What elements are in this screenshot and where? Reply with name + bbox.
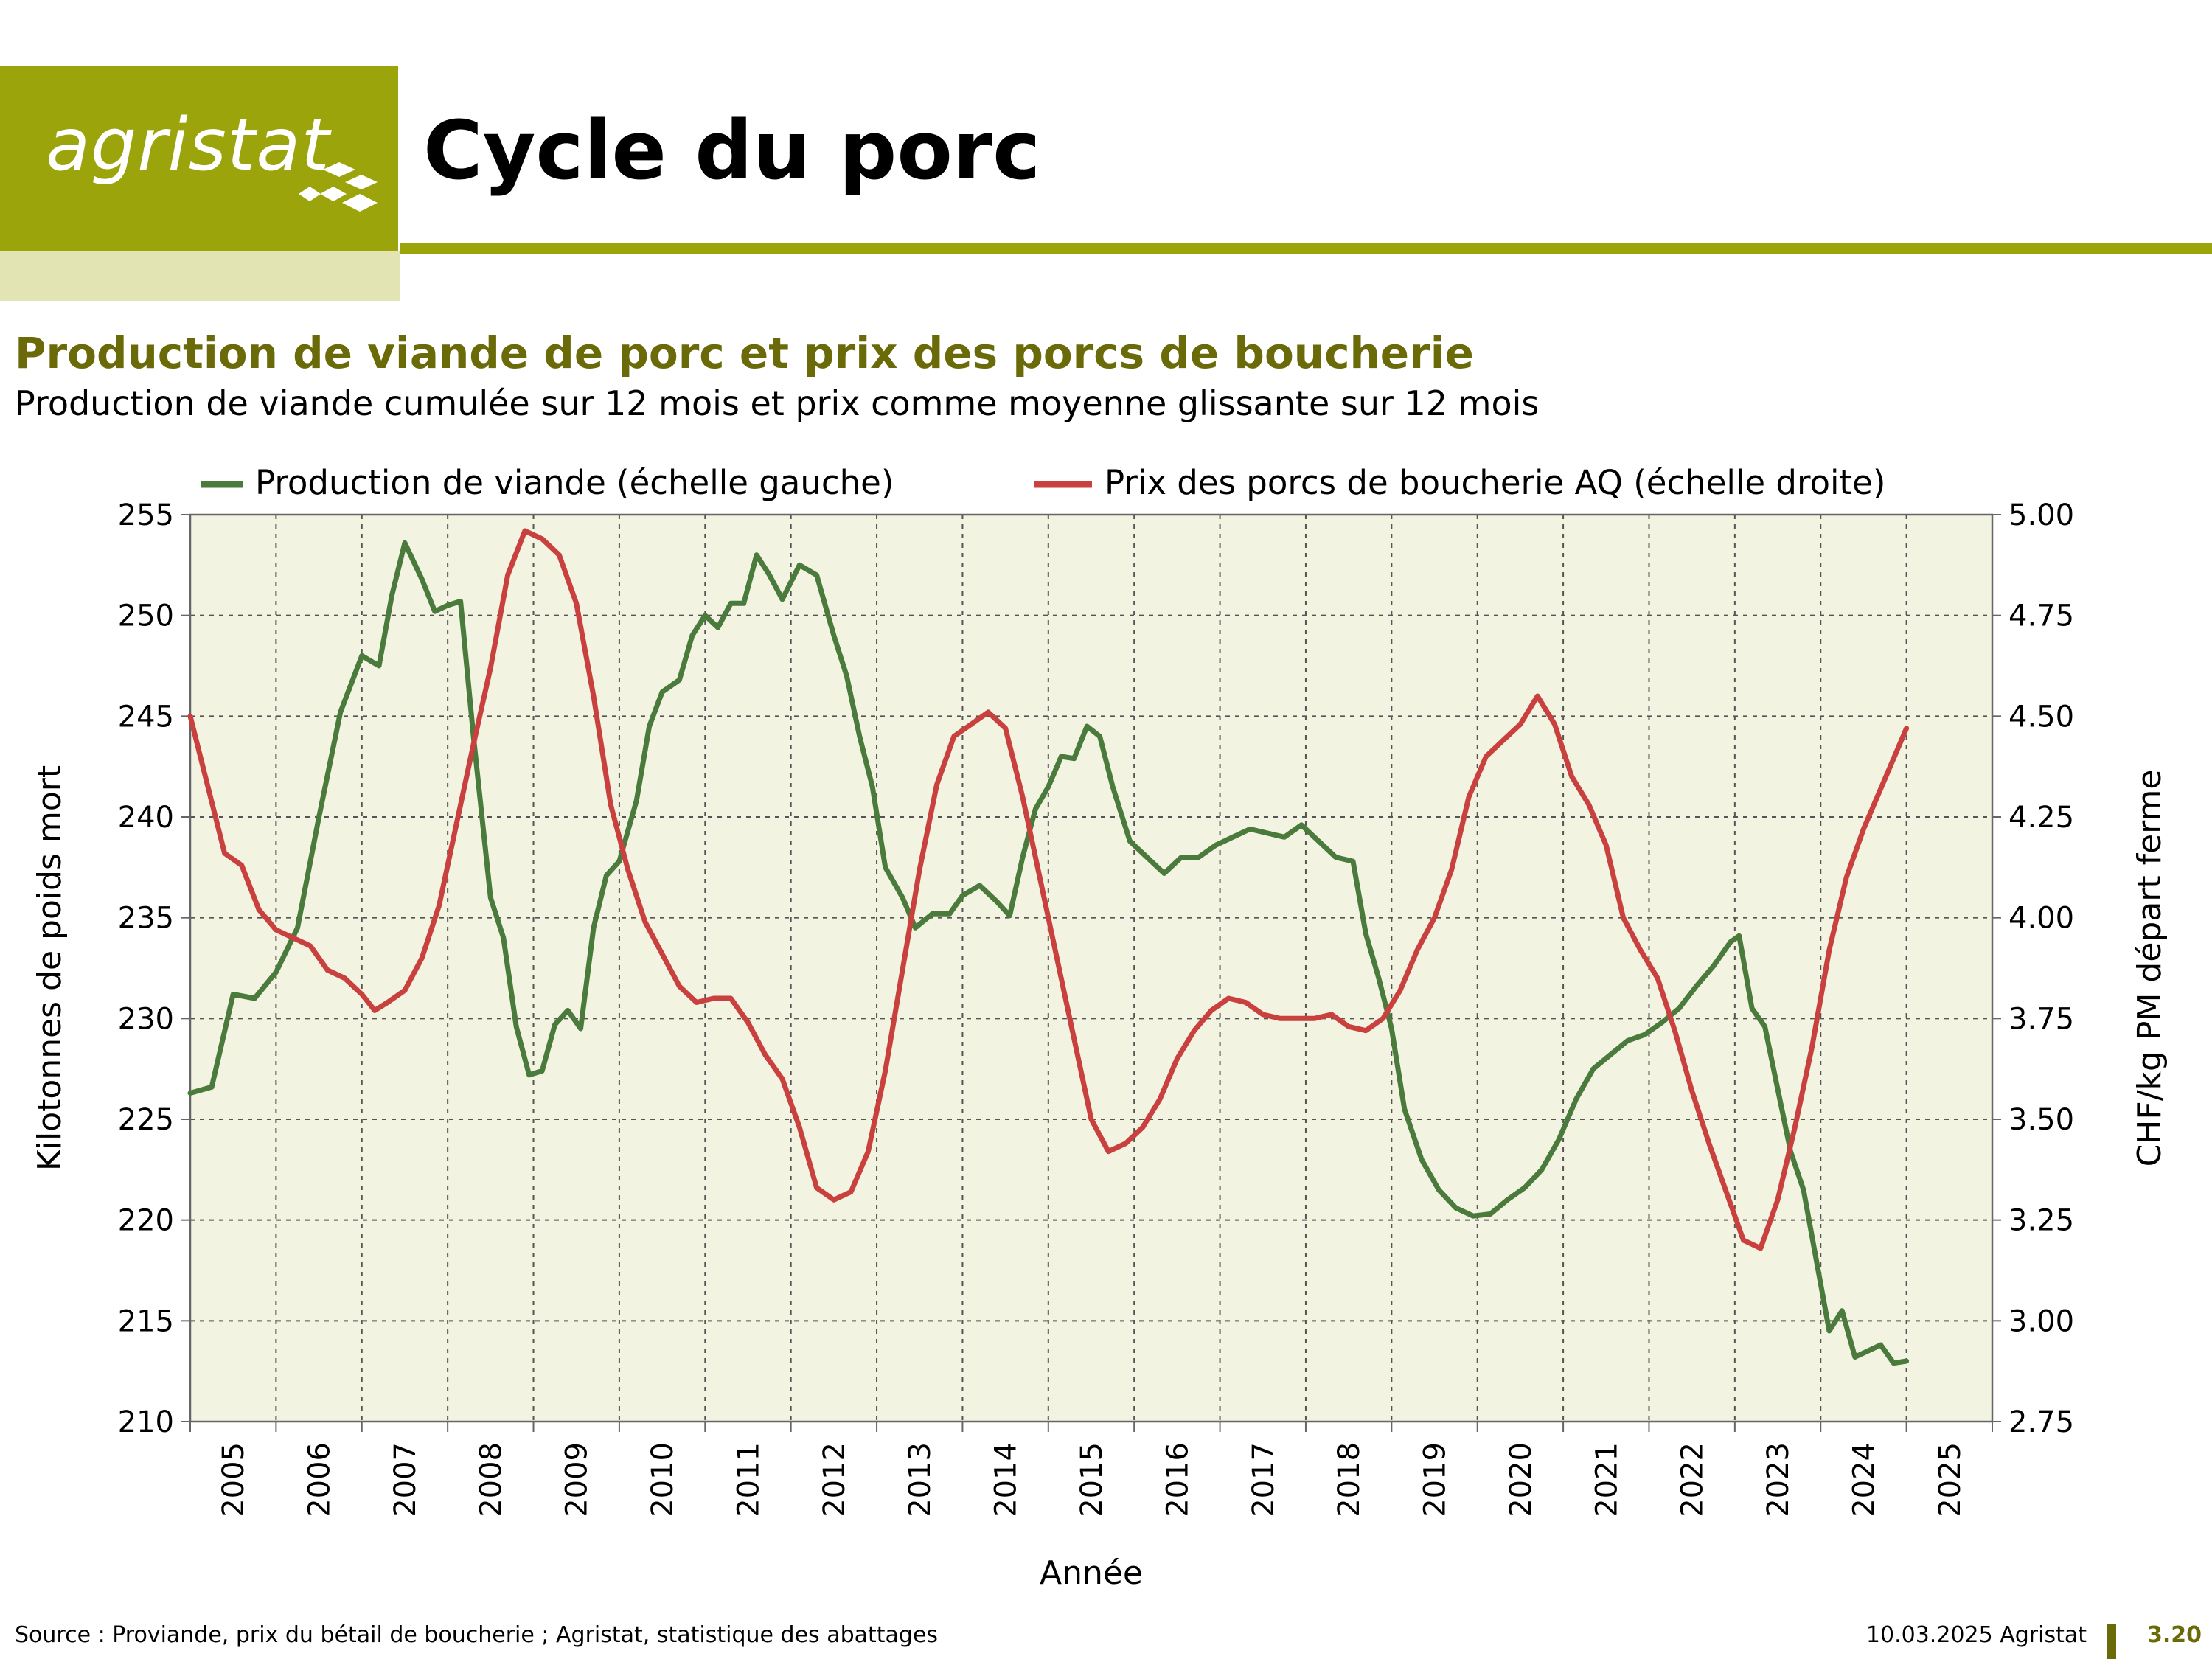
y-right-tick-label: 3.75 — [2008, 1002, 2074, 1036]
footer-divider — [2107, 1624, 2116, 1659]
logo-panel-footer — [0, 251, 400, 301]
y-right-tick-label: 4.75 — [2008, 599, 2074, 633]
legend-label-price: Prix des porcs de boucherie AQ (échelle … — [1105, 463, 1885, 502]
y-left-tick-label: 220 — [118, 1204, 174, 1238]
x-tick-label: 2016 — [1161, 1442, 1194, 1517]
plot-area — [190, 515, 1992, 1422]
y-left-tick-label: 255 — [118, 498, 174, 532]
y-right-tick-label: 3.25 — [2008, 1204, 2074, 1238]
y-right-tick-label: 4.25 — [2008, 801, 2074, 835]
logo-mark-icon — [299, 162, 378, 212]
x-tick-label: 2013 — [903, 1442, 937, 1517]
page-number: 3.20 — [2147, 1622, 2202, 1648]
chart-subtitle: Production de viande cumulée sur 12 mois… — [15, 383, 1540, 423]
x-tick-label: 2020 — [1504, 1442, 1538, 1517]
y-right-tick-label: 4.50 — [2008, 700, 2074, 734]
price-series-line — [187, 528, 1910, 1251]
y-left-tick-label: 240 — [118, 801, 174, 835]
x-axis-label: Année — [1040, 1554, 1143, 1592]
x-tick-label: 2021 — [1590, 1442, 1624, 1517]
y-left-tick-label: 210 — [118, 1405, 174, 1439]
x-tick-label: 2025 — [1933, 1442, 1967, 1517]
x-tick-label: 2022 — [1676, 1442, 1710, 1517]
y-left-tick-label: 230 — [118, 1002, 174, 1036]
legend-label-production: Production de viande (échelle gauche) — [255, 463, 894, 502]
x-tick-label: 2009 — [560, 1442, 594, 1517]
x-tick-label: 2017 — [1247, 1442, 1281, 1517]
x-tick-label: 2019 — [1419, 1442, 1453, 1517]
x-tick-label: 2023 — [1761, 1442, 1795, 1517]
x-tick-label: 2008 — [474, 1442, 508, 1517]
page-title: Cycle du porc — [423, 103, 1041, 198]
x-tick-label: 2014 — [990, 1442, 1023, 1517]
x-tick-label: 2012 — [818, 1442, 852, 1517]
y-right-tick-label: 5.00 — [2008, 498, 2074, 532]
y-left-tick-label: 250 — [118, 599, 174, 633]
x-tick-label: 2015 — [1075, 1442, 1109, 1517]
series-layer — [187, 528, 1910, 1366]
y-axis-left-label: Kilotonnes de poids mort — [31, 765, 69, 1171]
footer-source: Source : Proviande, prix du bétail de bo… — [15, 1622, 939, 1648]
x-tick-label: 2006 — [303, 1442, 337, 1517]
y-right-tick-label: 3.00 — [2008, 1304, 2074, 1338]
logo-text: agristat — [46, 103, 330, 187]
y-right-tick-label: 2.75 — [2008, 1405, 2074, 1439]
header-rule — [400, 243, 2212, 254]
x-tick-label: 2024 — [1847, 1442, 1881, 1517]
y-left-tick-label: 245 — [118, 700, 174, 734]
y-right-tick-label: 4.00 — [2008, 902, 2074, 936]
y-left-tick-label: 215 — [118, 1304, 174, 1338]
y-right-tick-label: 3.50 — [2008, 1103, 2074, 1137]
x-tick-label: 2007 — [389, 1442, 422, 1517]
axes: 210 215 220 225 230 235 240 245 250 255 2.75 3.00 3.… — [118, 498, 2074, 1517]
plot-frame — [189, 513, 1994, 1423]
footer-date: 10.03.2025 Agristat — [1865, 1622, 2087, 1648]
production-series-line — [187, 540, 1910, 1366]
y-left-tick-label: 235 — [118, 902, 174, 936]
y-axis-right-label: CHF/kg PM départ ferme — [2131, 770, 2168, 1167]
x-tick-label: 2011 — [731, 1442, 765, 1517]
chart-title: Production de viande de porc et prix des… — [15, 328, 1474, 378]
x-tick-label: 2005 — [217, 1442, 251, 1517]
legend: Production de viande (échelle gauche) Pr… — [201, 463, 1885, 502]
y-left-tick-label: 225 — [118, 1103, 174, 1137]
x-tick-label: 2010 — [646, 1442, 680, 1517]
x-tick-label: 2018 — [1332, 1442, 1366, 1517]
logo-panel — [0, 66, 398, 251]
